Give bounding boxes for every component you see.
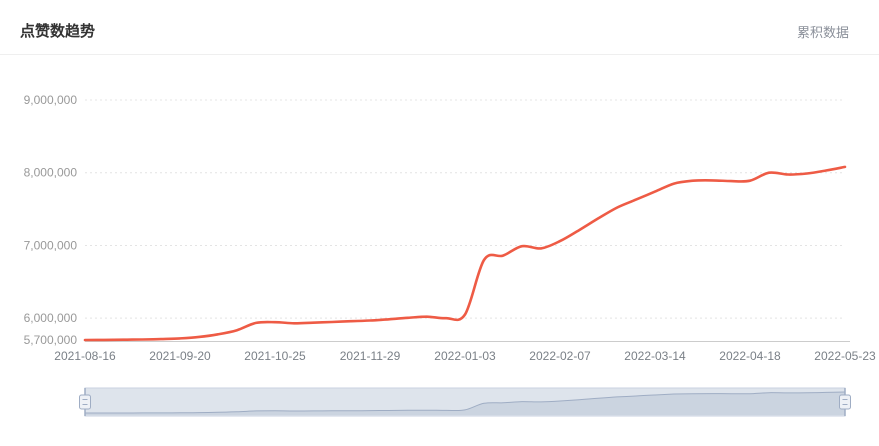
x-axis-labels: 2021-08-16 2021-09-20 2021-10-25 2021-11-29… bbox=[54, 349, 876, 363]
datazoom-left-handle[interactable] bbox=[79, 388, 91, 416]
datazoom-right-handle[interactable] bbox=[839, 388, 851, 416]
x-tick-label: 2022-04-18 bbox=[719, 349, 781, 363]
handle-grip bbox=[839, 394, 851, 410]
y-tick-label: 5,700,000 bbox=[24, 333, 78, 347]
x-tick-label: 2021-09-20 bbox=[149, 349, 211, 363]
datazoom-minimap-area bbox=[85, 392, 845, 415]
datazoom-slider[interactable] bbox=[79, 387, 851, 417]
card-header: 点赞数趋势 累积数据 bbox=[0, 0, 879, 55]
y-tick-label: 7,000,000 bbox=[24, 238, 78, 252]
x-tick-label: 2021-11-29 bbox=[340, 349, 401, 363]
x-tick-label: 2022-01-03 bbox=[434, 349, 496, 363]
y-tick-label: 8,000,000 bbox=[24, 166, 78, 180]
page-title: 点赞数趋势 bbox=[20, 23, 96, 40]
x-tick-label: 2022-02-07 bbox=[529, 349, 591, 363]
x-tick-label: 2021-10-25 bbox=[244, 349, 306, 363]
likes-trend-line bbox=[83, 165, 847, 342]
datazoom-track[interactable] bbox=[84, 387, 846, 417]
legend-item-cumulative[interactable]: 累积数据 bbox=[796, 25, 849, 40]
x-tick-label: 2022-05-23 bbox=[814, 349, 876, 363]
y-gridlines bbox=[85, 99, 845, 319]
x-tick-label: 2021-08-16 bbox=[54, 349, 116, 363]
x-tick-label: 2022-03-14 bbox=[624, 349, 686, 363]
y-axis-labels: 5,700,000 6,000,000 7,000,000 8,000,000 9,00… bbox=[24, 93, 78, 347]
handle-grip bbox=[79, 394, 91, 410]
y-tick-label: 9,000,000 bbox=[24, 93, 78, 107]
datazoom-minimap-line bbox=[84, 391, 846, 414]
y-tick-label: 6,000,000 bbox=[24, 311, 78, 325]
